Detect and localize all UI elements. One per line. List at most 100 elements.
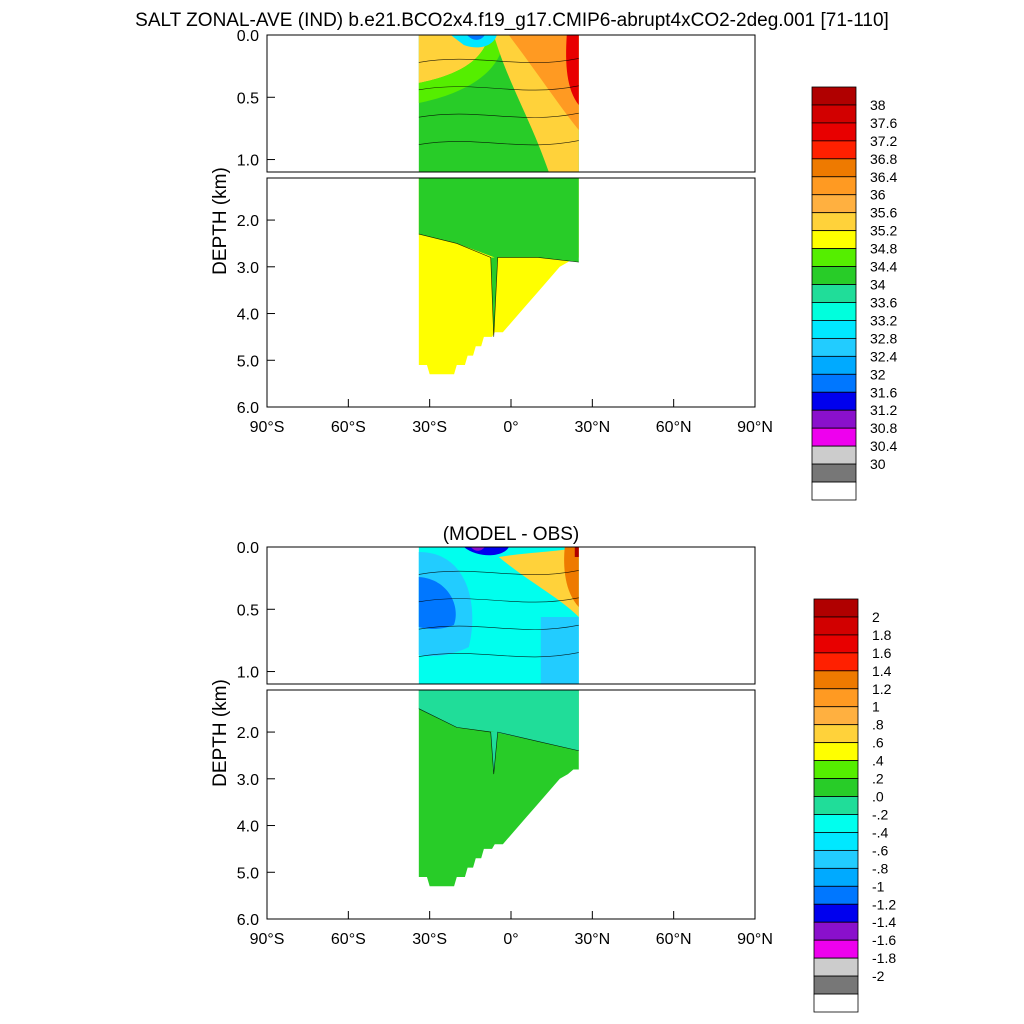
colorbar-swatch xyxy=(811,373,857,393)
colorbar-swatch xyxy=(811,194,857,214)
colorbar-swatch xyxy=(811,427,857,447)
y-axis-label: DEPTH (km) xyxy=(210,679,231,787)
y-tick-label: 5.0 xyxy=(237,865,259,882)
colorbar-label: .4 xyxy=(872,753,884,769)
figure-title: SALT ZONAL-AVE (IND) b.e21.BCO2x4.f19_g1… xyxy=(135,10,889,31)
south-transition-region xyxy=(418,35,504,103)
fresh-core-region xyxy=(466,35,485,40)
colorbar-label: .2 xyxy=(872,771,884,787)
x-tick-label: 90°N xyxy=(737,419,773,436)
y-tick-label: 1.0 xyxy=(237,665,259,682)
x-tick-label: 60°S xyxy=(331,931,366,948)
fresh-surface-region xyxy=(450,35,497,48)
colorbar-label: 32 xyxy=(870,366,886,382)
contour-line xyxy=(418,85,579,91)
colorbar-label: -1 xyxy=(872,878,885,894)
colorbar-label: 36 xyxy=(870,187,886,203)
colorbar-label: 38 xyxy=(870,97,886,113)
colorbar-swatch xyxy=(811,158,857,178)
colorbar-label: -1.8 xyxy=(872,950,896,966)
y-tick-label: 0.0 xyxy=(237,28,259,45)
colorbar-label: 37.6 xyxy=(870,115,897,131)
upper-frame xyxy=(266,34,756,173)
contour-line xyxy=(418,112,579,118)
colorbar-swatch xyxy=(811,266,857,285)
colorbar-swatch xyxy=(811,104,857,124)
lower-field xyxy=(418,690,579,887)
colorbar-swatch xyxy=(813,688,859,708)
colorbar-swatch xyxy=(813,742,859,762)
colorbar-label: 35.2 xyxy=(870,223,897,239)
x-tick-label: 30°S xyxy=(412,931,447,948)
y-tick-label: 0.5 xyxy=(237,602,259,619)
colorbar-swatch xyxy=(813,778,859,797)
x-tick-label: 30°S xyxy=(412,419,447,436)
colorbar-label: 35.6 xyxy=(870,205,897,221)
contour-line xyxy=(418,597,579,603)
colorbar-label: 30 xyxy=(870,456,886,472)
colorbar-swatch xyxy=(811,355,857,375)
colorbar-swatch xyxy=(811,176,857,196)
colorbar-label: 1.4 xyxy=(872,663,892,679)
colorbar-label: -.8 xyxy=(872,860,889,876)
contour-line xyxy=(418,58,579,63)
colorbar-swatch xyxy=(811,337,857,357)
colorbar-swatch xyxy=(813,670,859,690)
colorbar-swatch xyxy=(813,598,859,618)
y-tick-label: 2.0 xyxy=(237,213,259,230)
x-tick-label: 0° xyxy=(503,931,518,948)
lower-field xyxy=(418,178,579,375)
south-strong-anomaly xyxy=(418,577,456,629)
colorbar-label: 33.2 xyxy=(870,312,897,328)
x-tick-label: 30°N xyxy=(574,931,610,948)
x-tick-label: 60°S xyxy=(331,419,366,436)
contour-line xyxy=(418,652,579,658)
colorbar-label: 1 xyxy=(872,699,880,715)
colorbar-swatch xyxy=(811,86,857,106)
x-tick-label: 60°N xyxy=(656,419,692,436)
colorbar-label: -2 xyxy=(872,968,885,984)
y-tick-label: 2.0 xyxy=(237,725,259,742)
x-tick-label: 0° xyxy=(503,419,518,436)
colorbar-swatch xyxy=(811,445,857,465)
colorbar-label: 34.4 xyxy=(870,259,897,275)
colorbar-label: -.6 xyxy=(872,842,889,858)
colorbar-label: 34 xyxy=(870,277,886,293)
red-sea-outflow-region xyxy=(566,35,579,105)
colorbar-label: 31.2 xyxy=(870,402,897,418)
colorbar-label: -1.2 xyxy=(872,896,896,912)
red-sea-max-anomaly xyxy=(574,547,579,557)
colorbar-swatch xyxy=(813,957,859,977)
contour-line xyxy=(418,624,579,630)
colorbar-swatch xyxy=(811,463,857,483)
y-tick-label: 0.5 xyxy=(237,90,259,107)
colorbar-label: .8 xyxy=(872,717,884,733)
colorbar-swatch xyxy=(813,867,859,887)
colorbar-swatch xyxy=(811,409,857,429)
colorbar-swatch xyxy=(813,832,859,851)
colorbar-label: 36.4 xyxy=(870,169,897,185)
contour-line xyxy=(418,570,579,575)
colorbar-swatch xyxy=(813,796,859,815)
colorbar-swatch xyxy=(813,921,859,941)
colorbar-label: 34.8 xyxy=(870,241,897,257)
red-sea-anomaly xyxy=(564,547,579,607)
spike-feature xyxy=(490,257,498,337)
colorbar-swatch xyxy=(811,248,857,267)
y-tick-label: 3.0 xyxy=(237,772,259,789)
y-tick-label: 6.0 xyxy=(237,912,259,929)
colorbar-swatch xyxy=(811,122,857,142)
x-tick-label: 90°S xyxy=(250,931,285,948)
colorbar-swatch xyxy=(813,939,859,959)
colorbar-swatch xyxy=(813,903,859,923)
colorbar-label: 33.6 xyxy=(870,294,897,310)
colorbar-label: .6 xyxy=(872,735,884,751)
colorbar-swatch xyxy=(811,481,857,501)
y-tick-label: 1.0 xyxy=(237,153,259,170)
colorbar-swatch xyxy=(811,391,857,411)
colorbar-swatch xyxy=(813,993,859,1013)
colorbar-swatch xyxy=(813,760,859,779)
colorbar-label: .0 xyxy=(872,789,884,805)
